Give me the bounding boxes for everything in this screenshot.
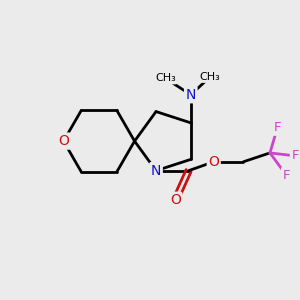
Text: CH₃: CH₃ bbox=[200, 72, 220, 82]
Text: F: F bbox=[291, 149, 299, 162]
Text: N: N bbox=[186, 88, 196, 102]
Text: O: O bbox=[58, 134, 69, 148]
Text: F: F bbox=[274, 121, 281, 134]
Text: CH₃: CH₃ bbox=[155, 74, 176, 83]
Text: N: N bbox=[151, 164, 161, 178]
Text: O: O bbox=[170, 193, 181, 207]
Text: F: F bbox=[283, 169, 290, 182]
Text: O: O bbox=[208, 155, 219, 169]
